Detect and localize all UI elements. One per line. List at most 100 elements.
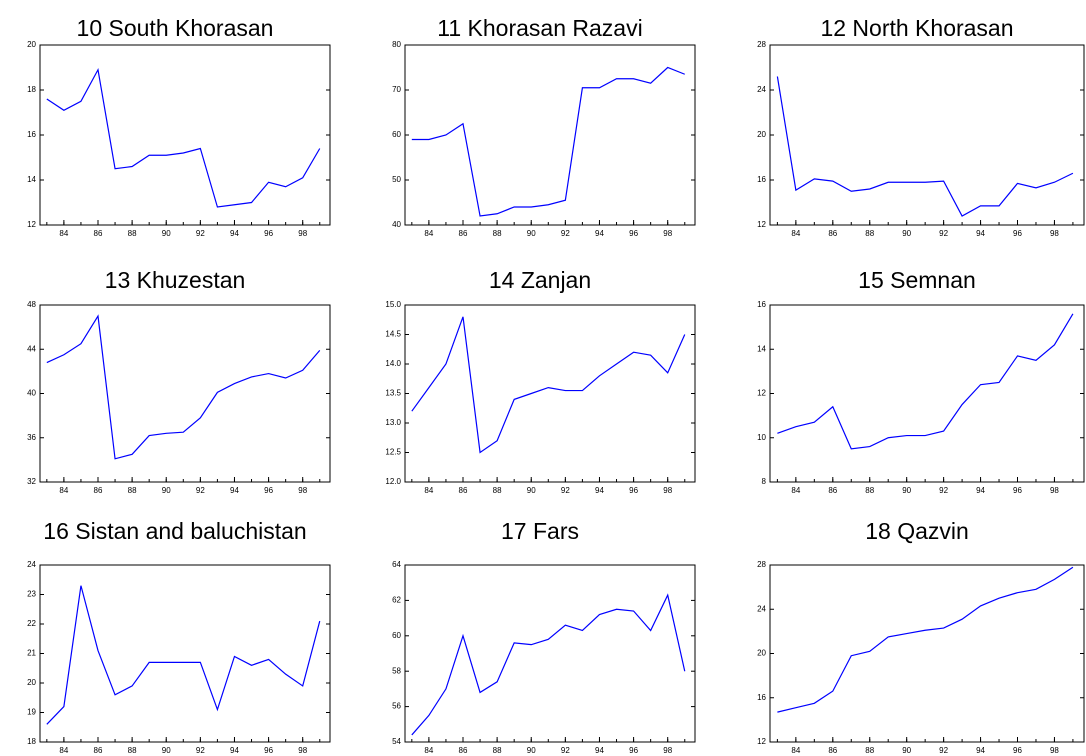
x-tick-label: 98 — [1050, 746, 1059, 755]
x-tick-label: 84 — [424, 486, 433, 495]
y-tick-label: 60 — [392, 631, 401, 640]
y-tick-label: 13.0 — [385, 418, 401, 427]
plot-frame — [39, 304, 331, 483]
data-line — [776, 76, 1074, 217]
x-tick-label: 92 — [561, 486, 570, 495]
data-line — [411, 66, 685, 217]
chart-title: 17 Fars — [501, 518, 579, 544]
x-tick-label: 84 — [791, 486, 800, 495]
data-line — [46, 314, 321, 460]
y-tick-label: 12 — [757, 220, 766, 229]
y-tick-label: 28 — [757, 40, 766, 49]
x-tick-label: 92 — [561, 746, 570, 755]
y-tick-label: 62 — [392, 596, 401, 605]
y-tick-label: 64 — [392, 560, 401, 569]
chart-title: 11 Khorasan Razavi — [437, 15, 642, 41]
x-tick-label: 86 — [94, 229, 103, 238]
x-tick-label: 88 — [865, 229, 874, 238]
chart-title: 13 Khuzestan — [105, 267, 246, 293]
x-tick-label: 84 — [791, 229, 800, 238]
y-tick-label: 12.0 — [385, 477, 401, 486]
y-tick-label: 20 — [27, 678, 36, 687]
y-tick-label: 40 — [392, 220, 401, 229]
x-tick-label: 94 — [976, 746, 985, 755]
x-tick-label: 92 — [939, 229, 948, 238]
chart-title: 18 Qazvin — [865, 518, 969, 544]
x-tick-label: 94 — [230, 746, 239, 755]
x-tick-label: 98 — [663, 486, 672, 495]
x-tick-label: 98 — [298, 486, 307, 495]
y-tick-label: 56 — [392, 702, 401, 711]
y-tick-label: 16 — [27, 130, 36, 139]
y-tick-label: 23 — [27, 590, 36, 599]
x-tick-label: 88 — [493, 746, 502, 755]
chart-title: 15 Semnan — [858, 267, 976, 293]
y-tick-label: 58 — [392, 666, 401, 675]
x-tick-label: 88 — [865, 486, 874, 495]
y-tick-label: 12 — [757, 737, 766, 746]
x-tick-label: 98 — [663, 229, 672, 238]
x-tick-label: 86 — [94, 746, 103, 755]
data-line — [411, 316, 686, 454]
x-tick-label: 88 — [128, 746, 137, 755]
x-tick-label: 90 — [902, 746, 911, 755]
x-tick-label: 96 — [629, 229, 638, 238]
chart-title: 14 Zanjan — [489, 267, 591, 293]
x-tick-label: 88 — [128, 486, 137, 495]
y-tick-label: 20 — [757, 130, 766, 139]
plot-frame — [404, 304, 696, 483]
x-tick-label: 92 — [196, 486, 205, 495]
y-tick-label: 28 — [757, 560, 766, 569]
y-tick-label: 20 — [757, 649, 766, 658]
y-tick-label: 10 — [757, 433, 766, 442]
y-tick-label: 48 — [27, 300, 36, 309]
y-tick-label: 14 — [27, 175, 36, 184]
y-tick-label: 16 — [757, 693, 766, 702]
data-line — [411, 593, 686, 736]
x-tick-label: 92 — [939, 746, 948, 755]
x-tick-label: 86 — [828, 746, 837, 755]
chart-title: 10 South Khorasan — [77, 15, 274, 41]
x-tick-label: 86 — [459, 486, 468, 495]
x-tick-label: 88 — [493, 486, 502, 495]
x-tick-label: 86 — [828, 486, 837, 495]
x-tick-label: 90 — [902, 486, 911, 495]
y-tick-label: 15.0 — [385, 300, 401, 309]
x-tick-label: 98 — [1050, 486, 1059, 495]
x-tick-label: 96 — [629, 746, 638, 755]
x-tick-label: 96 — [264, 486, 273, 495]
data-line — [46, 585, 321, 725]
plot-frame — [39, 44, 331, 226]
y-tick-label: 14.5 — [385, 330, 401, 339]
x-tick-label: 96 — [264, 229, 273, 238]
x-tick-label: 90 — [162, 746, 171, 755]
y-tick-label: 24 — [757, 85, 766, 94]
chart-title: 12 North Khorasan — [820, 15, 1013, 41]
x-tick-label: 94 — [595, 229, 604, 238]
x-tick-label: 92 — [196, 229, 205, 238]
x-tick-label: 84 — [59, 486, 68, 495]
x-tick-label: 96 — [1013, 229, 1022, 238]
y-tick-label: 40 — [27, 389, 36, 398]
y-tick-label: 16 — [757, 300, 766, 309]
x-tick-label: 88 — [493, 229, 502, 238]
x-tick-label: 86 — [94, 486, 103, 495]
y-tick-label: 14 — [757, 344, 766, 353]
x-tick-label: 90 — [527, 229, 536, 238]
data-line — [46, 67, 321, 208]
x-tick-label: 94 — [976, 486, 985, 495]
x-tick-label: 90 — [527, 486, 536, 495]
y-tick-label: 12.5 — [385, 448, 401, 457]
y-tick-label: 44 — [27, 344, 36, 353]
x-tick-label: 98 — [663, 746, 672, 755]
y-tick-label: 22 — [27, 619, 36, 628]
y-tick-label: 8 — [762, 477, 767, 486]
y-tick-label: 12 — [757, 389, 766, 398]
x-tick-label: 86 — [459, 746, 468, 755]
plot-frame — [404, 44, 696, 226]
y-tick-label: 54 — [392, 737, 401, 746]
x-tick-label: 86 — [459, 229, 468, 238]
y-tick-label: 14.0 — [385, 359, 401, 368]
x-tick-label: 90 — [527, 746, 536, 755]
